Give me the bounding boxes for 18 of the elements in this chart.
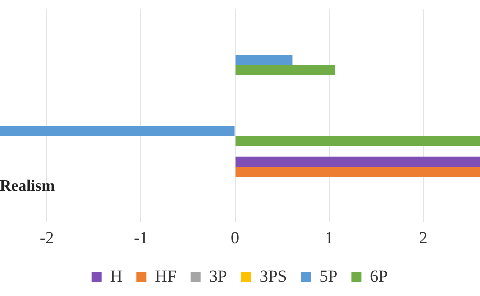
bar bbox=[236, 156, 480, 167]
y-tick-label: Realism bbox=[0, 178, 56, 196]
legend-label: HF bbox=[155, 266, 177, 286]
legend-label: 5P bbox=[320, 266, 338, 286]
bar bbox=[0, 126, 235, 136]
legend-label: 6P bbox=[370, 266, 388, 286]
x-tick-label: -1 bbox=[134, 228, 148, 248]
legend-label: 3PS bbox=[260, 266, 288, 286]
x-tick-label: 2 bbox=[419, 228, 428, 248]
legend-label: 3P bbox=[209, 266, 228, 286]
x-tick-label: 0 bbox=[231, 228, 240, 248]
bar bbox=[236, 65, 336, 76]
bar bbox=[236, 136, 480, 146]
bar bbox=[236, 55, 293, 66]
x-tick-label: -2 bbox=[40, 228, 54, 248]
bar bbox=[236, 166, 480, 178]
legend-label: H bbox=[110, 266, 123, 286]
x-tick-label: 1 bbox=[325, 228, 334, 248]
